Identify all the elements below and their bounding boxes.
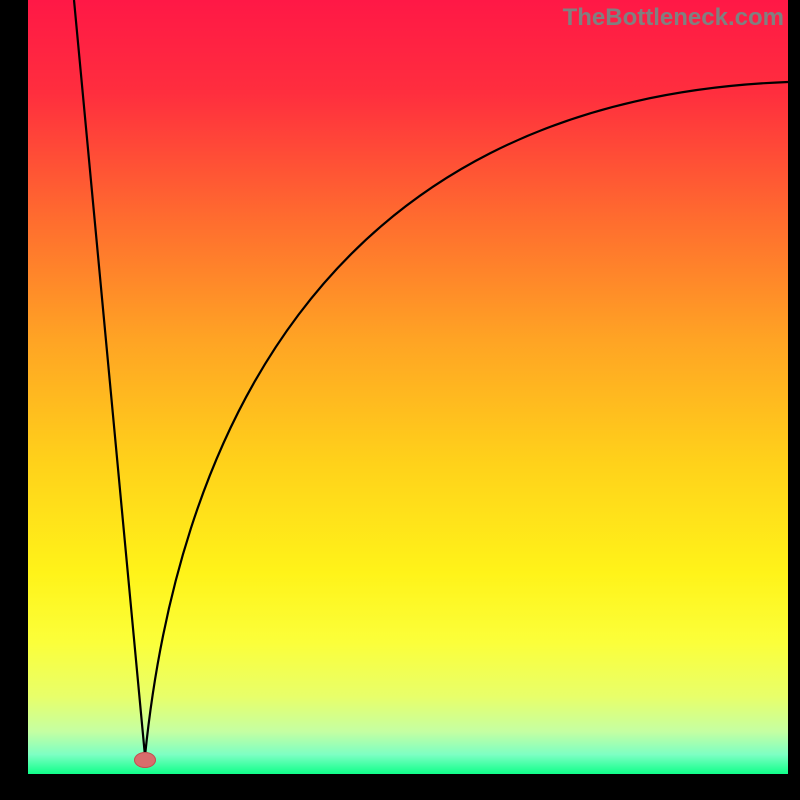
border-right <box>788 0 800 800</box>
chart-container: TheBottleneck.com <box>0 0 800 800</box>
border-bottom <box>0 774 800 800</box>
plot-area <box>28 0 788 774</box>
optimal-point-marker <box>134 752 156 768</box>
bottleneck-curve <box>28 0 788 774</box>
watermark-text: TheBottleneck.com <box>563 4 784 32</box>
border-left <box>0 0 28 800</box>
